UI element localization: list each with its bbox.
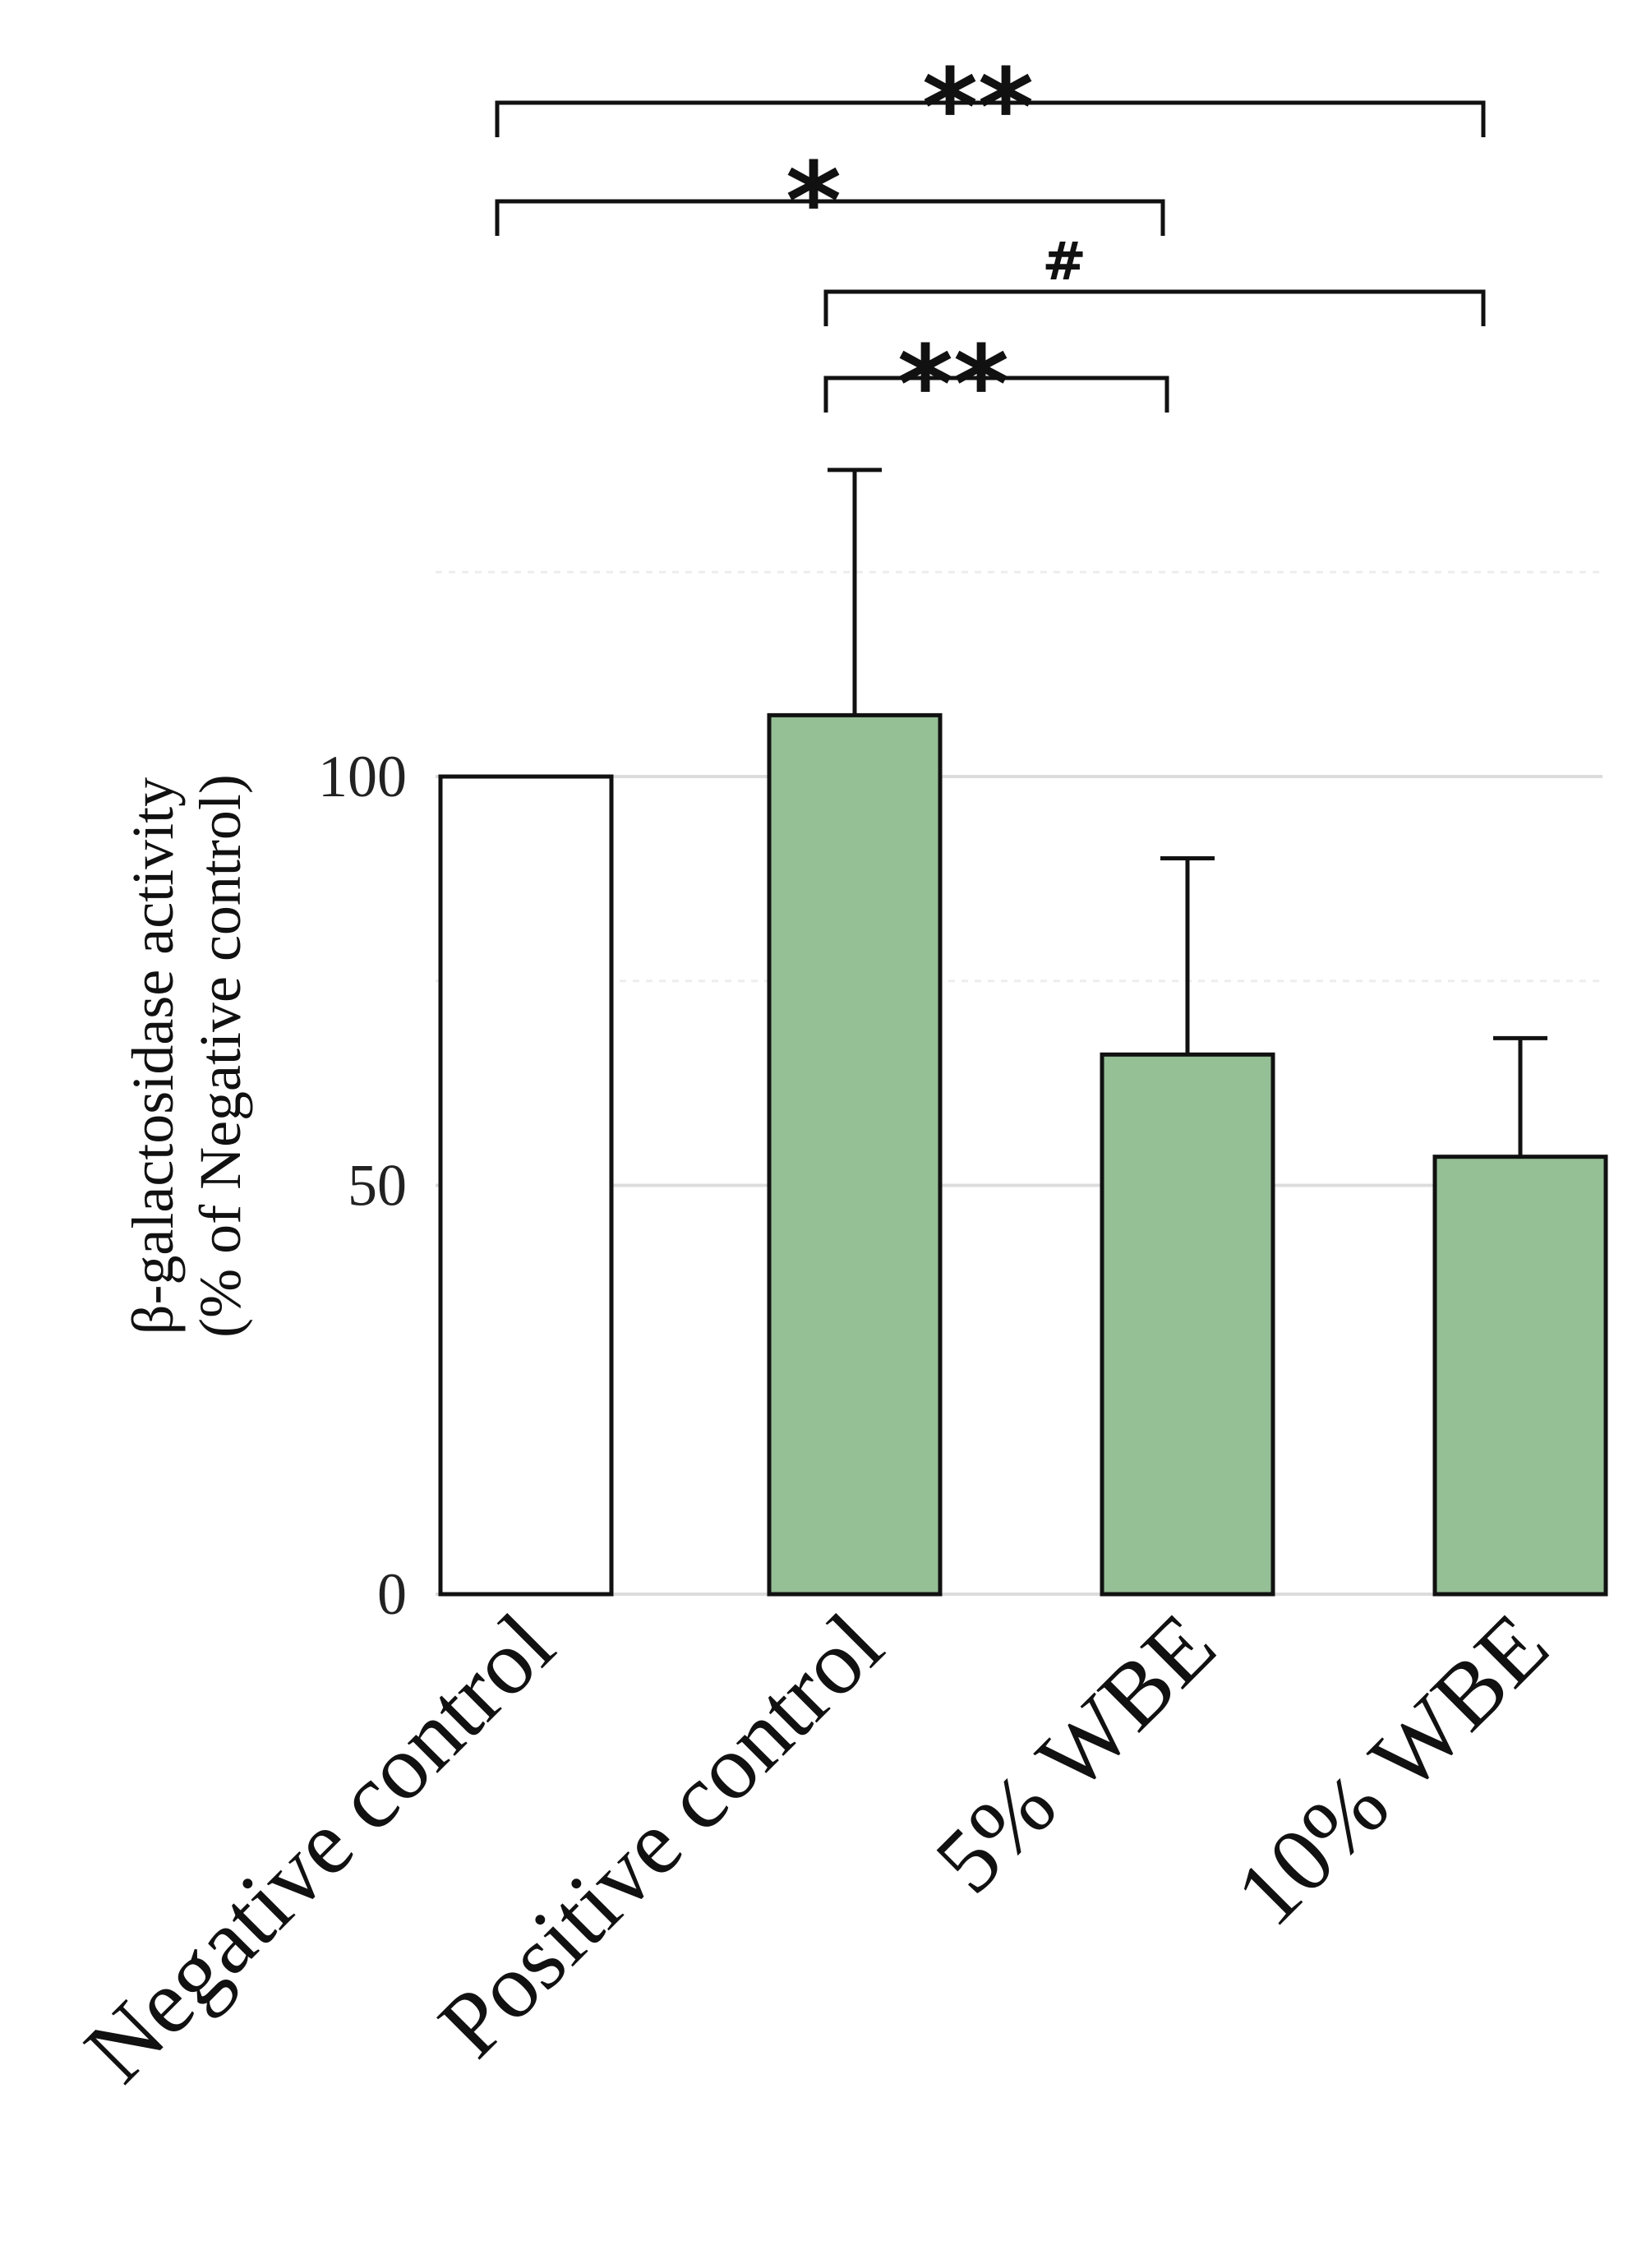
error-bars [828,468,1547,1157]
error-bar [828,468,882,716]
significance-bracket: * [495,139,1165,264]
x-tick-label: 5% WBE [916,1594,1235,1913]
y-axis-label-line-2: (% of Negative control) [187,774,253,1338]
error-bar [1493,1035,1547,1157]
significance-label: ** [897,322,1009,447]
error-bar [1160,856,1215,1055]
y-axis-label-line-1: β-galactosidase activity [120,777,186,1335]
bar [438,774,614,1597]
significance-label: * [786,139,842,264]
y-tick-label: 0 [377,1561,407,1627]
significance-bracket: ** [495,45,1486,170]
y-tick-label: 100 [318,744,407,809]
significance-label: ** [922,45,1034,170]
bar [767,712,943,1597]
y-axis: 0 50 100 [318,744,407,1627]
bar [1100,1052,1275,1597]
x-tick-label: 10% WBE [1217,1594,1568,1945]
gridlines [436,570,1602,1596]
significance-label: # [1042,232,1086,293]
significance-bracket: ** [823,322,1169,447]
significance-bracket: # [823,232,1486,326]
significance-brackets: *** #** [495,45,1486,447]
y-tick-label: 50 [348,1153,407,1219]
bars [438,712,1608,1597]
bar [1432,1155,1608,1597]
